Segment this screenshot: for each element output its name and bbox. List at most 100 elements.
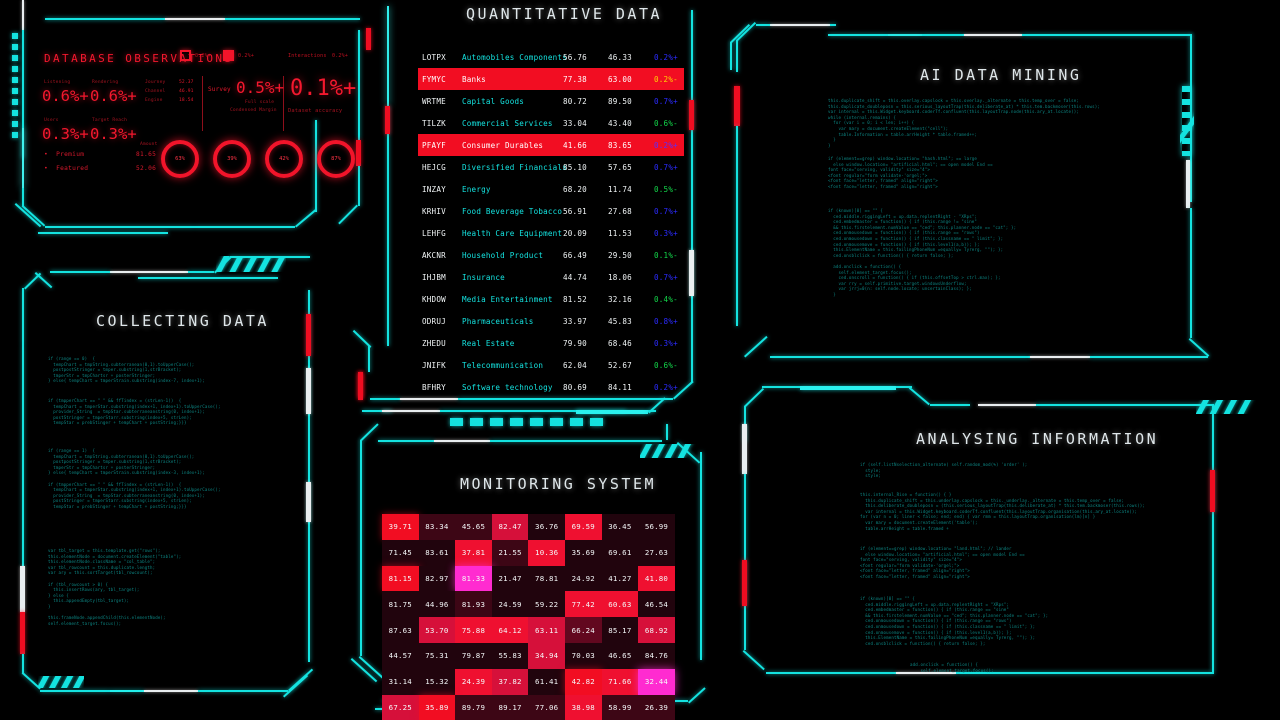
heatmap-cell[interactable]: 82.97 <box>418 565 456 592</box>
row-value-2: 18.06 <box>608 272 632 282</box>
heatmap-cell[interactable]: 46.65 <box>601 642 639 669</box>
heatmap-cell[interactable]: 78.81 <box>528 565 565 592</box>
frame-marker-red <box>742 560 747 606</box>
heatmap-cell[interactable]: 34.94 <box>528 642 565 669</box>
frame-marker-white <box>306 368 311 414</box>
heatmap-cell[interactable]: 81.33 <box>455 565 492 592</box>
gauge-1[interactable]: 63% <box>161 140 199 178</box>
heatmap-cell[interactable]: 89.17 <box>491 694 529 720</box>
table-row[interactable]: TILZK Commercial Services 33.04 43.40 0.6%- <box>418 112 684 134</box>
heatmap-cell[interactable]: 39.71 <box>382 514 419 540</box>
heatmap-cell[interactable]: 81.75 <box>382 591 419 618</box>
heatmap-cell[interactable]: 27.63 <box>638 539 675 566</box>
heatmap-cell[interactable]: 35.69 <box>564 539 602 566</box>
heatmap-cell[interactable]: 60.63 <box>601 591 639 618</box>
table-row[interactable]: KRHIV Food Beverage Tobacco 56.91 27.68 0.7%… <box>418 200 684 222</box>
heatmap-cell[interactable]: 87.63 <box>382 617 419 643</box>
heatmap-cell[interactable]: 32.44 <box>638 668 675 695</box>
heatmap-cell[interactable]: 46.54 <box>638 591 675 618</box>
heatmap-cell[interactable]: 31.14 <box>382 668 419 695</box>
heatmap-cell[interactable]: 44.57 <box>382 642 419 669</box>
heatmap-cell[interactable]: 77.06 <box>528 694 565 720</box>
table-row[interactable]: AKCNR Household Product 66.49 29.50 0.1%- <box>418 244 684 266</box>
heatmap-cell[interactable]: 68.92 <box>638 617 675 643</box>
heatmap-cell[interactable]: 89.79 <box>455 694 492 720</box>
heatmap-cell[interactable]: 67.25 <box>382 694 419 720</box>
frame-right-edge <box>308 290 310 662</box>
heatmap-cell[interactable]: 83.34 <box>418 514 456 540</box>
metric-label-users: Users <box>44 118 59 123</box>
heatmap-cell[interactable]: 84.76 <box>638 642 675 669</box>
heatmap-cell[interactable]: 21.55 <box>491 539 529 566</box>
table-row[interactable]: BFHRY Software technology 80.69 84.11 0.2%+ <box>418 376 684 398</box>
table-row[interactable]: WRTME Capital Goods 80.72 89.50 0.7%+ <box>418 90 684 112</box>
heatmap-cell[interactable]: 70.03 <box>564 642 602 669</box>
heatmap-cell[interactable]: 85.17 <box>601 617 639 643</box>
heatmap-cell[interactable]: 81.93 <box>455 591 492 618</box>
heatmap-cell[interactable]: 42.82 <box>564 668 602 695</box>
gauge-2[interactable]: 39% <box>213 140 251 178</box>
heatmap-cell[interactable]: 24.92 <box>564 565 602 592</box>
frame-left-edge <box>736 40 738 72</box>
heatmap-cell[interactable]: 69.59 <box>564 514 602 540</box>
table-row[interactable]: HEJCG Diversified Financials 85.10 57.65 0.7… <box>418 156 684 178</box>
heatmap-cell[interactable]: 71.66 <box>601 668 639 695</box>
heatmap-cell[interactable]: 24.59 <box>491 591 529 618</box>
heatmap-cell[interactable]: 24.39 <box>455 668 492 695</box>
table-row[interactable]: LEHFG Health Care Equipment 20.09 11.53 0.3%… <box>418 222 684 244</box>
heatmap-cell[interactable]: 37.81 <box>455 539 492 566</box>
table-row[interactable]: ZHEDU Real Estate 79.90 68.46 0.3%+ <box>418 332 684 354</box>
heatmap-cell[interactable]: 37.82 <box>491 668 529 695</box>
gauge-3[interactable]: 42% <box>265 140 303 178</box>
heatmap-cell[interactable]: 35.89 <box>418 694 456 720</box>
row-symbol: ZHEDU <box>422 338 446 348</box>
database-observations-body: DATABASE OBSERVATIONS 0.2%+ 0.2%+ Intera… <box>40 46 360 186</box>
row-percent: 0.2%- <box>654 74 678 84</box>
heatmap-cell[interactable]: 75.31 <box>418 642 456 669</box>
table-row[interactable]: PFAYF Consumer Durables 41.66 83.65 0.2%+ <box>418 134 684 156</box>
heatmap-cell[interactable]: 36.76 <box>528 514 565 540</box>
table-row[interactable]: LOTPX Automobiles Components 56.76 46.33 0.2… <box>418 46 684 68</box>
row-name: Banks <box>462 74 486 84</box>
heatmap-cell[interactable]: 64.12 <box>491 617 529 643</box>
gauge-4[interactable]: 87% <box>317 140 355 178</box>
heatmap-cell[interactable]: 66.24 <box>564 617 602 643</box>
heatmap-cell[interactable]: 79.87 <box>455 642 492 669</box>
heatmap-cell[interactable]: 77.42 <box>564 591 602 618</box>
heatmap-cell[interactable]: 75.88 <box>455 617 492 643</box>
table-row[interactable]: JNIFK Telecommunication 62.04 52.67 0.6%- <box>418 354 684 376</box>
table-row[interactable]: IHJBM Insurance 44.74 18.06 0.7%+ <box>418 266 684 288</box>
frame-top <box>888 34 922 36</box>
heatmap-cell[interactable]: 41.27 <box>601 565 639 592</box>
table-row[interactable]: INZAY Energy 68.20 11.74 0.5%- <box>418 178 684 200</box>
heatmap-cell[interactable]: 53.70 <box>418 617 456 643</box>
heatmap-cell[interactable]: 82.47 <box>491 514 529 540</box>
heatmap-cell[interactable]: 44.96 <box>418 591 456 618</box>
table-row[interactable]: ODRUJ Pharmaceuticals 33.97 45.83 0.8%+ <box>418 310 684 332</box>
heatmap-cell[interactable]: 21.47 <box>491 565 529 592</box>
heatmap-cell[interactable]: 81.15 <box>382 565 419 592</box>
heatmap-cell[interactable]: 61.41 <box>528 668 565 695</box>
heatmap-cell[interactable]: 71.45 <box>382 539 419 566</box>
panel-title-ai-data-mining: AI DATA MINING <box>920 66 1082 84</box>
heatmap-cell[interactable]: 36.45 <box>601 514 639 540</box>
heatmap-cell[interactable]: 26.39 <box>638 694 675 720</box>
heatmap-cell[interactable]: 38.98 <box>564 694 602 720</box>
table-row[interactable]: KHDOW Media Entertainment 81.52 32.16 0.4%- <box>418 288 684 310</box>
heatmap-cell[interactable]: 69.61 <box>601 539 639 566</box>
heatmap-cell[interactable]: 10.36 <box>528 539 565 566</box>
heatmap-cell[interactable]: 59.22 <box>528 591 565 618</box>
row-name: Automobiles Components <box>462 52 567 62</box>
heatmap-cell[interactable]: 15.32 <box>418 668 456 695</box>
heatmap-cell[interactable]: 41.80 <box>638 565 675 592</box>
heatmap-cell[interactable]: 83.61 <box>418 539 456 566</box>
heatmap-cell[interactable]: 63.11 <box>528 617 565 643</box>
heatmap-cell[interactable]: 56.99 <box>638 514 675 540</box>
heatmap-cell[interactable]: 55.83 <box>491 642 529 669</box>
table-row[interactable]: FYMYC Banks 77.38 63.00 0.2%- <box>418 68 684 90</box>
heatmap-cell[interactable]: 45.65 <box>455 514 492 540</box>
heatmap-cell[interactable]: 58.99 <box>601 694 639 720</box>
code-block-collecting-c: if (range == 1) { tempChart = tmpString.… <box>48 448 221 509</box>
frame-corner-diagonal <box>744 335 768 358</box>
